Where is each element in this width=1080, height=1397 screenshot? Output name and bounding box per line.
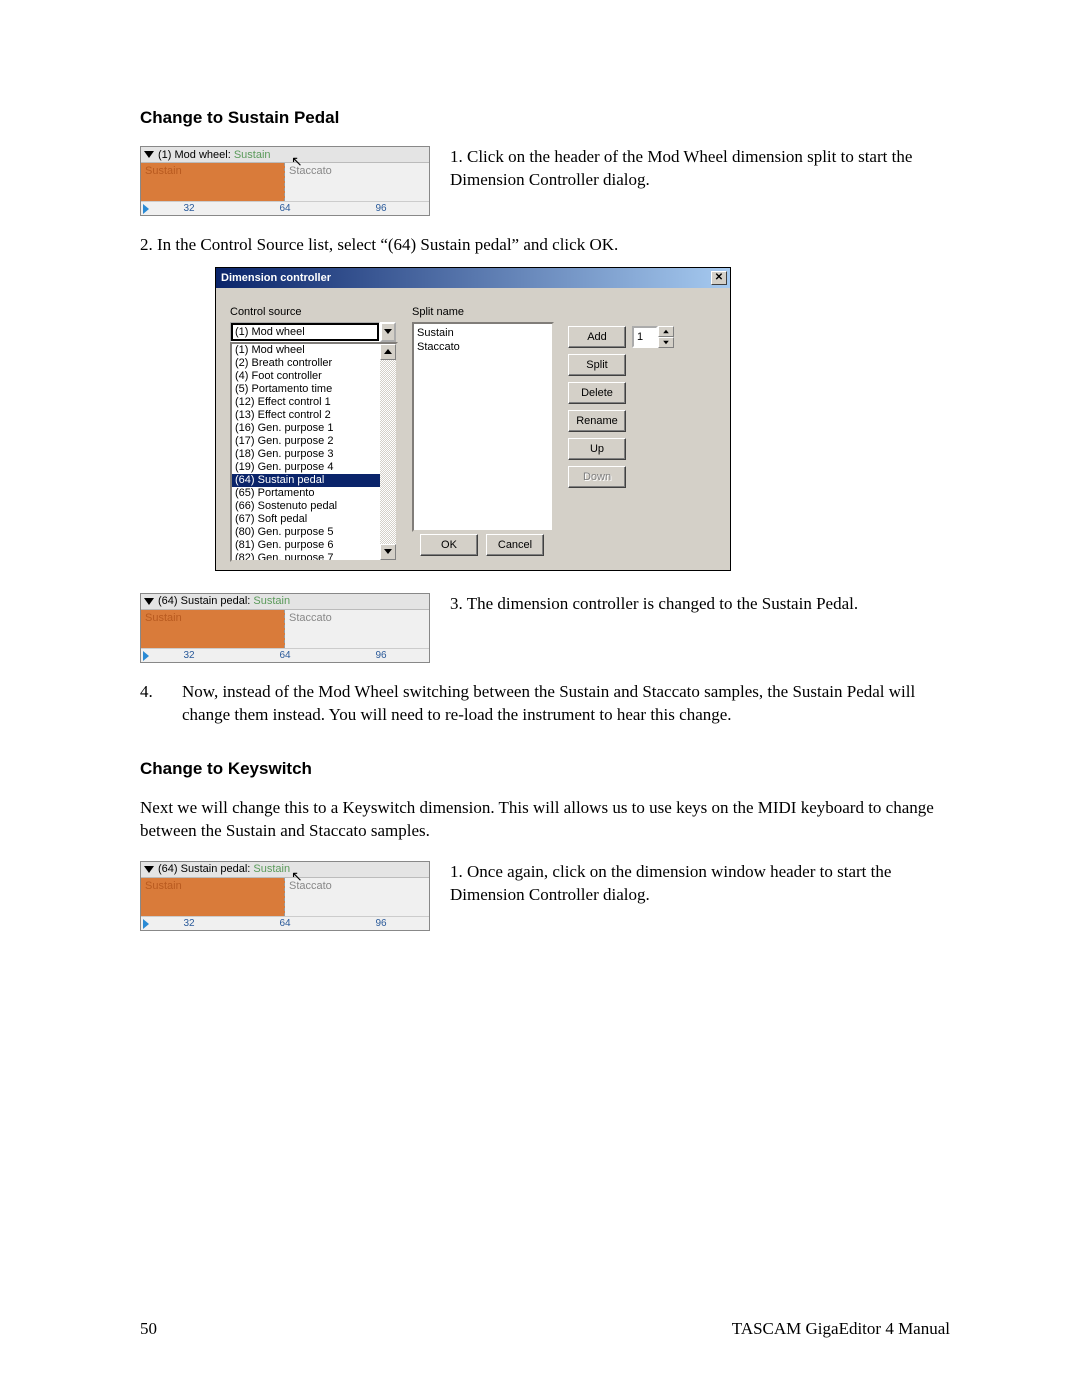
list-item[interactable]: (4) Foot controller bbox=[232, 370, 396, 383]
dim-split-sustain[interactable]: Sustain bbox=[141, 610, 285, 648]
list-item[interactable]: (80) Gen. purpose 5 bbox=[232, 526, 396, 539]
control-source-combo[interactable] bbox=[230, 322, 400, 342]
dimension-widget-sustainpedal[interactable]: (64) Sustain pedal: Sustain Sustain Stac… bbox=[140, 593, 430, 663]
list-item[interactable]: (19) Gen. purpose 4 bbox=[232, 461, 396, 474]
step-1-text: 1. Click on the header of the Mod Wheel … bbox=[450, 146, 950, 192]
add-button[interactable]: Add bbox=[568, 326, 626, 348]
dialog-titlebar[interactable]: Dimension controller ✕ bbox=[216, 268, 730, 288]
spin-control[interactable] bbox=[632, 326, 674, 348]
up-button[interactable]: Up bbox=[568, 438, 626, 460]
split-name-list[interactable]: Sustain Staccato bbox=[412, 322, 554, 532]
step-2-text: 2. In the Control Source list, select “(… bbox=[140, 234, 950, 257]
dim-ruler: 326496 bbox=[141, 201, 429, 215]
list-item[interactable]: (66) Sostenuto pedal bbox=[232, 500, 396, 513]
dim-split-staccato[interactable]: Staccato bbox=[285, 163, 429, 201]
spin-up-icon[interactable] bbox=[658, 326, 674, 337]
split-button[interactable]: Split bbox=[568, 354, 626, 376]
list-item[interactable]: (82) Gen. purpose 7 bbox=[232, 552, 396, 562]
dim-header-label: (1) Mod wheel: Sustain bbox=[158, 149, 271, 161]
ok-button[interactable]: OK bbox=[420, 534, 478, 556]
close-icon[interactable]: ✕ bbox=[711, 271, 727, 285]
manual-title: TASCAM GigaEditor 4 Manual bbox=[732, 1319, 950, 1339]
control-source-input[interactable] bbox=[230, 322, 380, 342]
dimension-widget-modwheel[interactable]: (1) Mod wheel: Sustain ↖ Sustain Staccat… bbox=[140, 146, 430, 216]
step-3-text: 3. The dimension controller is changed t… bbox=[450, 593, 950, 616]
spin-down-icon[interactable] bbox=[658, 337, 674, 348]
chevron-down-icon bbox=[144, 866, 154, 873]
list-item[interactable]: (12) Effect control 1 bbox=[232, 396, 396, 409]
split-item[interactable]: Staccato bbox=[417, 340, 549, 354]
rename-button[interactable]: Rename bbox=[568, 410, 626, 432]
dimension-widget-sustainpedal-2[interactable]: (64) Sustain pedal: Sustain ↖ Sustain St… bbox=[140, 861, 430, 931]
dim-ruler: 326496 bbox=[141, 648, 429, 662]
dim-header-label: (64) Sustain pedal: Sustain bbox=[158, 863, 290, 875]
chevron-down-icon bbox=[144, 598, 154, 605]
dropdown-icon[interactable] bbox=[380, 322, 396, 342]
list-item[interactable]: (18) Gen. purpose 3 bbox=[232, 448, 396, 461]
control-source-label: Control source bbox=[230, 306, 400, 318]
list-item[interactable]: (67) Soft pedal bbox=[232, 513, 396, 526]
list-item[interactable]: (17) Gen. purpose 2 bbox=[232, 435, 396, 448]
dialog-title: Dimension controller bbox=[221, 272, 331, 284]
down-button[interactable]: Down bbox=[568, 466, 626, 488]
list-item[interactable]: (81) Gen. purpose 6 bbox=[232, 539, 396, 552]
heading-sustain: Change to Sustain Pedal bbox=[140, 108, 950, 128]
control-source-list[interactable]: (1) Mod wheel(2) Breath controller(4) Fo… bbox=[230, 342, 398, 562]
scroll-up-icon[interactable] bbox=[380, 344, 396, 360]
dim-split-sustain[interactable]: Sustain bbox=[141, 878, 285, 916]
list-item[interactable]: (13) Effect control 2 bbox=[232, 409, 396, 422]
list-item[interactable]: (16) Gen. purpose 1 bbox=[232, 422, 396, 435]
split-item[interactable]: Sustain bbox=[417, 326, 549, 340]
dim-header-label: (64) Sustain pedal: Sustain bbox=[158, 595, 290, 607]
page-number: 50 bbox=[140, 1319, 157, 1339]
scroll-down-icon[interactable] bbox=[380, 544, 396, 560]
keyswitch-intro: Next we will change this to a Keyswitch … bbox=[140, 797, 950, 843]
dim-split-staccato[interactable]: Staccato bbox=[285, 878, 429, 916]
list-item[interactable]: (2) Breath controller bbox=[232, 357, 396, 370]
chevron-down-icon bbox=[144, 151, 154, 158]
list-item[interactable]: (65) Portamento bbox=[232, 487, 396, 500]
step-4-text: 4. Now, instead of the Mod Wheel switchi… bbox=[140, 681, 950, 727]
dim-split-staccato[interactable]: Staccato bbox=[285, 610, 429, 648]
split-name-label: Split name bbox=[412, 306, 556, 318]
keyswitch-step-1: 1. Once again, click on the dimension wi… bbox=[450, 861, 950, 907]
dimension-controller-dialog: Dimension controller ✕ Control source (1… bbox=[215, 267, 731, 571]
dim-split-sustain[interactable]: Sustain bbox=[141, 163, 285, 201]
spin-input[interactable] bbox=[632, 326, 658, 348]
list-item[interactable]: (1) Mod wheel bbox=[232, 344, 396, 357]
dim-ruler: 326496 bbox=[141, 916, 429, 930]
list-item[interactable]: (5) Portamento time bbox=[232, 383, 396, 396]
delete-button[interactable]: Delete bbox=[568, 382, 626, 404]
heading-keyswitch: Change to Keyswitch bbox=[140, 759, 950, 779]
cancel-button[interactable]: Cancel bbox=[486, 534, 544, 556]
list-item[interactable]: (64) Sustain pedal bbox=[232, 474, 396, 487]
scrollbar[interactable] bbox=[380, 344, 396, 560]
